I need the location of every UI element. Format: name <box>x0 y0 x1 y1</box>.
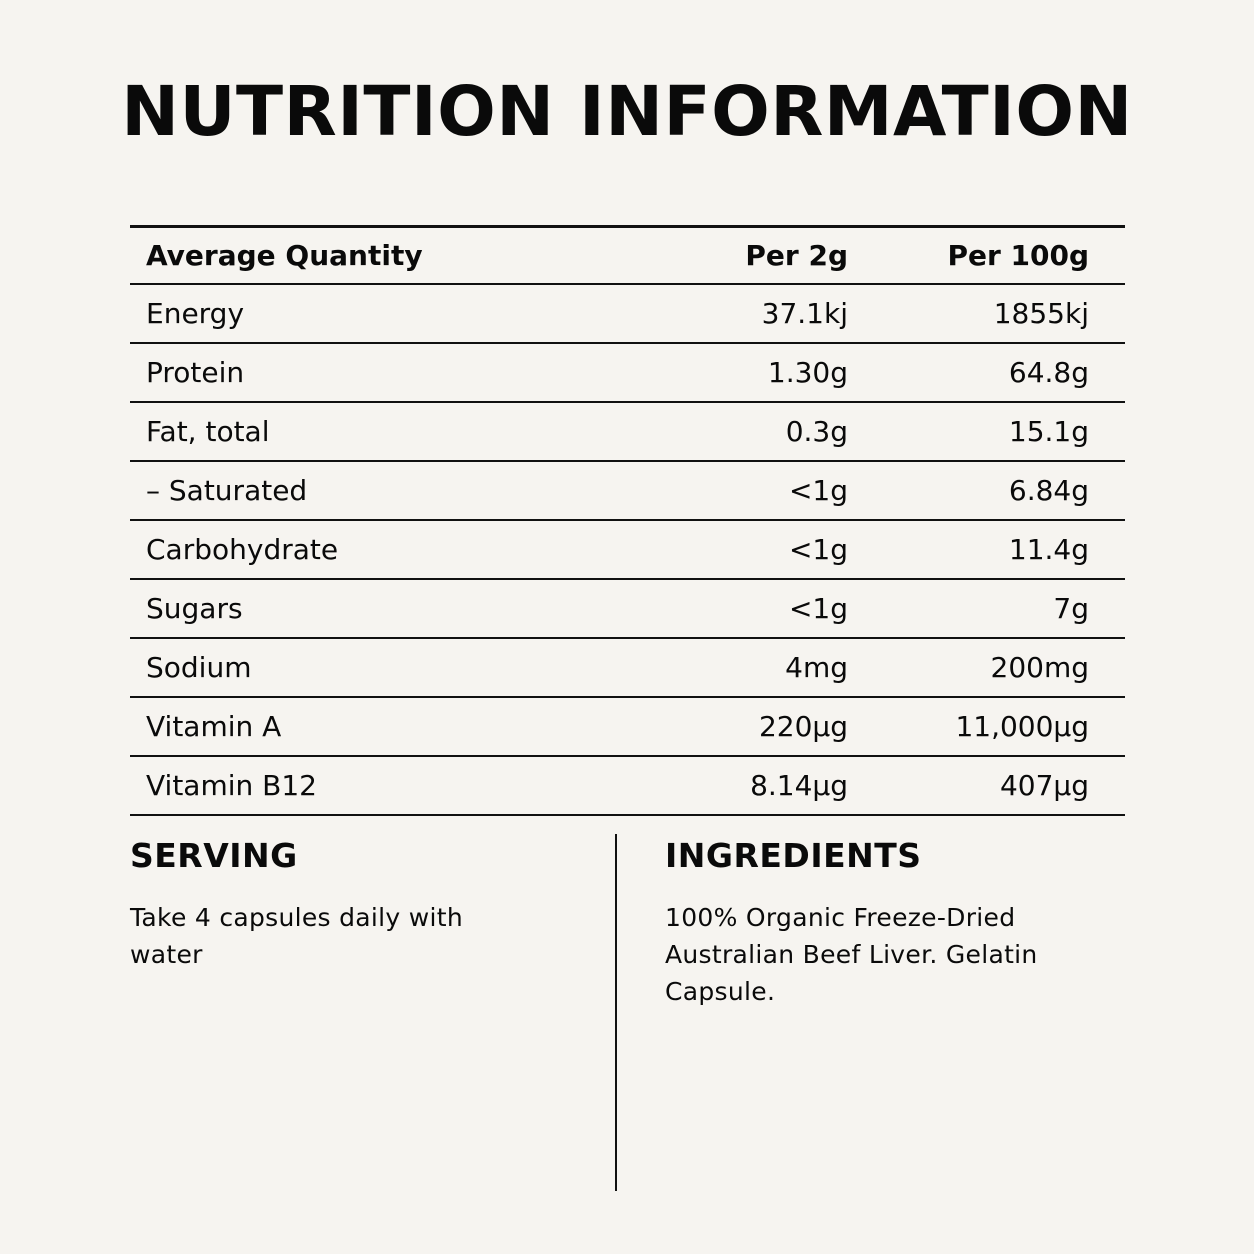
nutrient-name: Fat, total <box>130 402 602 462</box>
per-serving-value: 1.30g <box>602 343 872 403</box>
per-serving-value: <1g <box>602 520 872 580</box>
per-100g-value: 1855kj <box>872 284 1125 344</box>
per-100g-value: 6.84g <box>872 461 1125 521</box>
per-100g-value: 15.1g <box>872 402 1125 462</box>
table-row: Sodium 4mg 200mg <box>130 638 1125 698</box>
table-header-row: Average Quantity Per 2g Per 100g <box>130 225 1125 285</box>
per-serving-value: 220µg <box>602 697 872 757</box>
table-row: – Saturated <1g 6.84g <box>130 461 1125 521</box>
per-100g-value: 11.4g <box>872 520 1125 580</box>
column-header-per-100g: Per 100g <box>872 225 1125 285</box>
serving-heading: SERVING <box>130 836 298 875</box>
per-serving-value: <1g <box>602 579 872 639</box>
per-serving-value: 4mg <box>602 638 872 698</box>
nutrient-name: Sugars <box>130 579 602 639</box>
per-100g-value: 11,000µg <box>872 697 1125 757</box>
nutrient-name: Carbohydrate <box>130 520 602 580</box>
per-serving-value: <1g <box>602 461 872 521</box>
nutrition-table: Average Quantity Per 2g Per 100g Energy … <box>130 225 1125 816</box>
nutrient-name: Protein <box>130 343 602 403</box>
page-title: NUTRITION INFORMATION <box>121 72 1133 152</box>
per-serving-value: 37.1kj <box>602 284 872 344</box>
column-divider <box>615 834 617 1191</box>
table-row: Sugars <1g 7g <box>130 579 1125 639</box>
column-header-per-serving: Per 2g <box>602 225 872 285</box>
serving-text: Take 4 capsules daily with water <box>130 903 463 969</box>
nutrient-name: – Saturated <box>130 461 602 521</box>
ingredients-heading: INGREDIENTS <box>665 836 922 875</box>
ingredients-text: 100% Organic Freeze-Dried Australian Bee… <box>665 903 1038 1006</box>
serving-section: SERVING Take 4 capsules daily with water <box>130 835 530 973</box>
per-100g-value: 7g <box>872 579 1125 639</box>
table-row: Protein 1.30g 64.8g <box>130 343 1125 403</box>
table-row: Vitamin A 220µg 11,000µg <box>130 697 1125 757</box>
per-serving-value: 8.14µg <box>602 756 872 816</box>
table-row: Energy 37.1kj 1855kj <box>130 284 1125 344</box>
per-100g-value: 200mg <box>872 638 1125 698</box>
table-row: Vitamin B12 8.14µg 407µg <box>130 756 1125 816</box>
table-row: Fat, total 0.3g 15.1g <box>130 402 1125 462</box>
nutrient-name: Sodium <box>130 638 602 698</box>
table-row: Carbohydrate <1g 11.4g <box>130 520 1125 580</box>
ingredients-section: INGREDIENTS 100% Organic Freeze-Dried Au… <box>665 835 1085 1010</box>
nutrient-name: Vitamin A <box>130 697 602 757</box>
column-header-quantity: Average Quantity <box>130 225 602 285</box>
nutrient-name: Vitamin B12 <box>130 756 602 816</box>
nutrient-name: Energy <box>130 284 602 344</box>
per-serving-value: 0.3g <box>602 402 872 462</box>
per-100g-value: 407µg <box>872 756 1125 816</box>
per-100g-value: 64.8g <box>872 343 1125 403</box>
